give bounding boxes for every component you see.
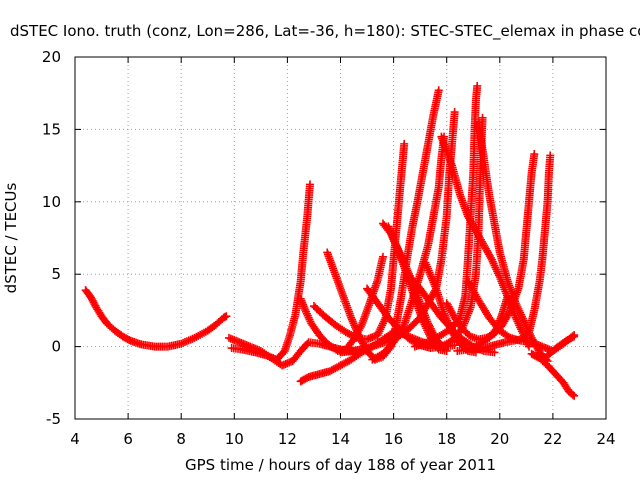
data-point — [425, 321, 433, 330]
x-tick-label: 10 — [225, 430, 244, 448]
x-tick-label: 24 — [596, 430, 615, 448]
y-tick-labels: -5 0 5 10 15 20 — [42, 48, 61, 428]
data-point — [570, 332, 579, 341]
data-point — [450, 341, 459, 350]
data-series — [81, 286, 231, 351]
data-point — [305, 180, 314, 189]
data-series — [474, 118, 552, 366]
data-point — [503, 291, 512, 300]
data-point — [378, 252, 387, 261]
x-axis-label: GPS time / hours of day 188 of year 2011 — [185, 456, 496, 474]
data-point — [426, 324, 435, 333]
data-point — [399, 322, 408, 331]
x-tick-label: 4 — [70, 430, 80, 448]
y-tick-label: -5 — [46, 410, 61, 428]
data-point — [222, 312, 231, 321]
data-point — [434, 86, 443, 95]
y-tick-label: 15 — [42, 120, 61, 138]
data-markers — [81, 81, 579, 400]
y-tick-label: 0 — [51, 338, 61, 356]
chart-title: dSTEC Iono. truth (conz, Lon=286, Lat=-3… — [10, 22, 640, 41]
x-tick-label: 12 — [278, 430, 297, 448]
x-tick-label: 6 — [123, 430, 133, 448]
data-point — [424, 319, 433, 328]
data-series — [527, 349, 579, 400]
y-tick-label: 5 — [51, 265, 61, 283]
data-series — [227, 180, 314, 364]
data-point — [478, 113, 487, 122]
x-tick-label: 20 — [490, 430, 509, 448]
data-point — [504, 332, 513, 341]
data-point — [530, 150, 539, 159]
x-tick-label: 22 — [543, 430, 562, 448]
data-point — [473, 81, 482, 90]
data-point — [450, 108, 459, 117]
data-point — [350, 332, 359, 341]
data-point — [490, 348, 499, 357]
data-series — [469, 151, 555, 354]
x-tick-labels: 4 6 8 10 12 14 16 18 20 22 24 — [70, 430, 615, 448]
y-tick-label: 10 — [42, 193, 61, 211]
data-series — [543, 332, 579, 360]
x-tick-label: 16 — [384, 430, 403, 448]
data-point — [568, 390, 577, 399]
data-point — [570, 391, 579, 400]
x-tick-label: 14 — [331, 430, 350, 448]
data-series — [410, 81, 482, 351]
y-tick-label: 20 — [42, 48, 61, 66]
data-point — [568, 333, 577, 342]
axis-ticks — [74, 56, 607, 420]
data-point — [400, 139, 409, 148]
data-point — [428, 328, 437, 337]
data-point — [546, 151, 555, 160]
y-axis-label: dSTEC / TECUs — [2, 182, 20, 293]
x-tick-label: 8 — [176, 430, 186, 448]
data-point — [427, 326, 436, 335]
x-tick-label: 18 — [437, 430, 456, 448]
data-series — [224, 333, 366, 370]
data-point — [425, 322, 434, 331]
